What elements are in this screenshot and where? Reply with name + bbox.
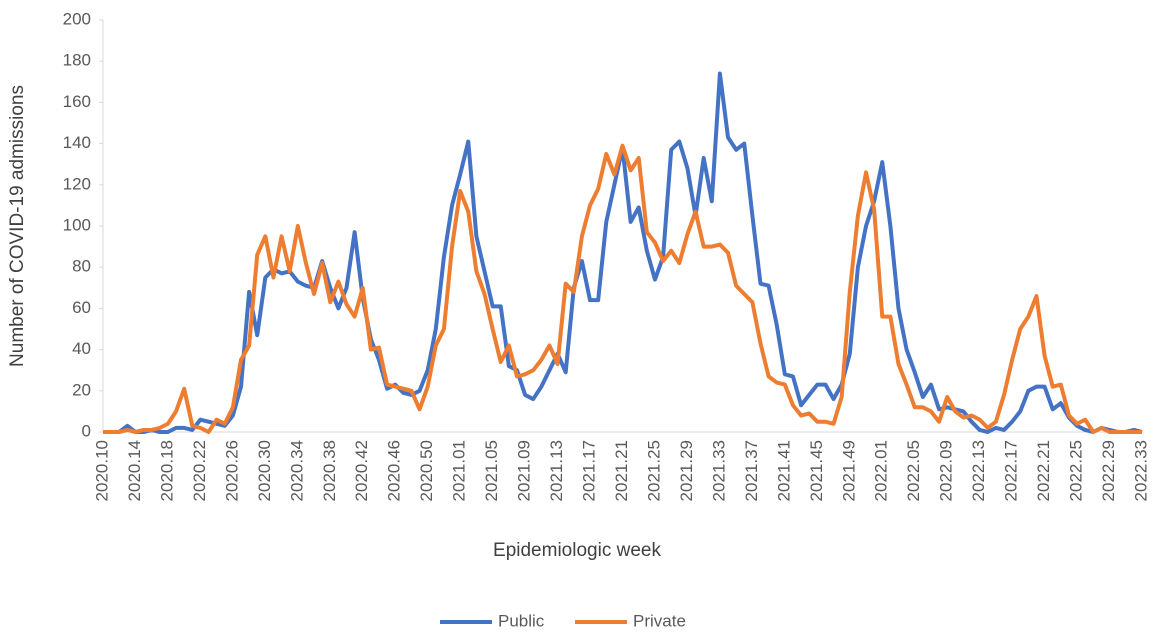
x-tick-label: 2022.29 bbox=[1099, 440, 1118, 501]
x-tick-label: 2022.13 bbox=[969, 440, 988, 501]
x-tick-label: 2020.18 bbox=[157, 440, 176, 501]
x-tick-label: 2020.50 bbox=[417, 440, 436, 501]
x-tick-label: 2022.25 bbox=[1067, 440, 1086, 501]
x-tick-label: 2021.33 bbox=[709, 440, 728, 501]
x-tick-label: 2021.37 bbox=[742, 440, 761, 501]
x-tick-label: 2021.01 bbox=[450, 440, 469, 501]
x-tick-label: 2022.33 bbox=[1131, 440, 1150, 501]
y-tick-label: 80 bbox=[72, 257, 91, 276]
x-tick-label: 2020.10 bbox=[92, 440, 111, 501]
x-tick-label: 2020.34 bbox=[287, 440, 306, 501]
x-tick-label: 2020.46 bbox=[385, 440, 404, 501]
y-tick-label: 180 bbox=[63, 51, 91, 70]
y-axis-title: Number of COVID-19 admissions bbox=[7, 85, 28, 367]
x-tick-label: 2021.45 bbox=[807, 440, 826, 501]
y-tick-label: 20 bbox=[72, 380, 91, 399]
x-tick-label: 2021.13 bbox=[547, 440, 566, 501]
y-tick-label: 60 bbox=[72, 298, 91, 317]
x-tick-label: 2022.09 bbox=[937, 440, 956, 501]
x-tick-label: 2021.05 bbox=[482, 440, 501, 501]
y-tick-label: 200 bbox=[63, 9, 91, 28]
y-tick-label: 140 bbox=[63, 133, 91, 152]
x-tick-label: 2021.25 bbox=[644, 440, 663, 501]
series-line bbox=[103, 143, 1142, 434]
x-tick-label: 2021.29 bbox=[677, 440, 696, 501]
x-tick-label: 2021.21 bbox=[612, 440, 631, 501]
x-tick-label: 2021.17 bbox=[580, 440, 599, 501]
x-tick-label: 2021.49 bbox=[839, 440, 858, 501]
x-tick-label: 2021.09 bbox=[515, 440, 534, 501]
y-tick-label: 160 bbox=[63, 92, 91, 111]
x-axis-title: Epidemiologic week bbox=[493, 540, 661, 561]
x-tick-label: 2022.05 bbox=[904, 440, 923, 501]
x-tick-label: 2021.41 bbox=[774, 440, 793, 501]
x-tick-label: 2022.21 bbox=[1034, 440, 1053, 501]
x-tick-label: 2020.22 bbox=[190, 440, 209, 501]
y-tick-label: 0 bbox=[82, 421, 91, 440]
x-tick-label: 2020.26 bbox=[222, 440, 241, 501]
legend-label: Private bbox=[633, 611, 686, 630]
y-tick-label: 40 bbox=[72, 339, 91, 358]
y-tick-label: 100 bbox=[63, 215, 91, 234]
x-tick-label: 2022.01 bbox=[872, 440, 891, 501]
x-tick-label: 2020.14 bbox=[125, 440, 144, 501]
x-tick-label: 2020.38 bbox=[320, 440, 339, 501]
x-tick-label: 2022.17 bbox=[1002, 440, 1021, 501]
legend-label: Public bbox=[498, 611, 545, 630]
x-tick-label: 2020.42 bbox=[352, 440, 371, 501]
y-tick-label: 120 bbox=[63, 174, 91, 193]
x-tick-label: 2020.30 bbox=[255, 440, 274, 501]
